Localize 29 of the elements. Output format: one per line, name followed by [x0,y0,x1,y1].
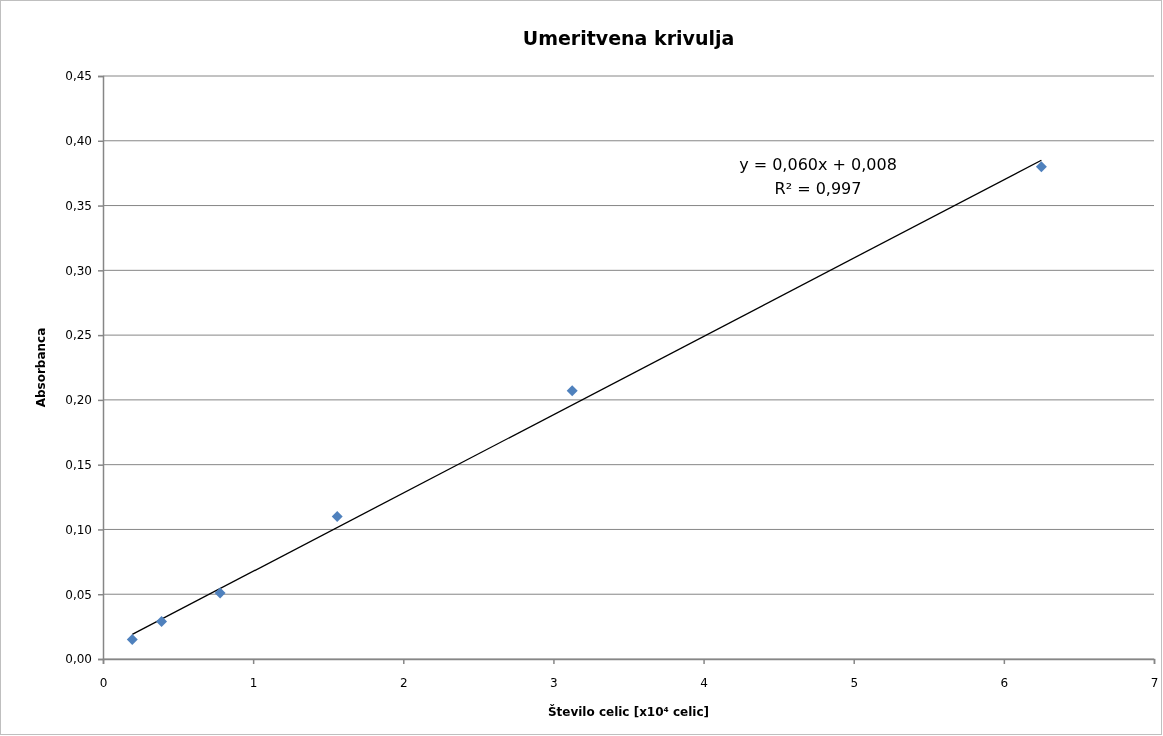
point [1035,161,1047,173]
x-tick-label: 0 [99,675,108,690]
point [566,385,578,397]
point [214,587,226,599]
x-axis-title: Število celic [x10⁴ celic] [547,704,710,719]
y-tick-label: 0,45 [65,69,92,84]
y-tick-label: 0,15 [65,458,92,473]
y-tick-label: 0,20 [65,393,92,408]
x-tick-label: 7 [1150,675,1159,690]
y-tick-label: 0,40 [65,134,92,149]
y-tick-label: 0,25 [65,328,92,343]
x-tick-label: 6 [1000,675,1009,690]
x-tick-label: 3 [550,675,558,690]
x-tick-label: 1 [249,675,258,690]
y-tick-label: 0,10 [65,522,92,537]
x-tick-label: 5 [850,675,859,690]
x-tick-label: 2 [399,675,408,690]
y-tick-label: 0,35 [65,198,92,213]
annotation: y = 0,060x + 0,008 [739,155,897,174]
y-axis-title: Absorbanca [34,327,48,408]
y-tick-label: 0,30 [65,263,92,278]
chart-title: Umeritvena krivulja [522,27,735,49]
point [156,615,168,627]
y-tick-label: 0,05 [65,587,92,602]
x-tick-label: 4 [700,675,708,690]
point [331,511,343,522]
point [126,634,138,646]
y-tick-label: 0,00 [65,652,92,667]
annotation: R² = 0,997 [774,179,862,198]
